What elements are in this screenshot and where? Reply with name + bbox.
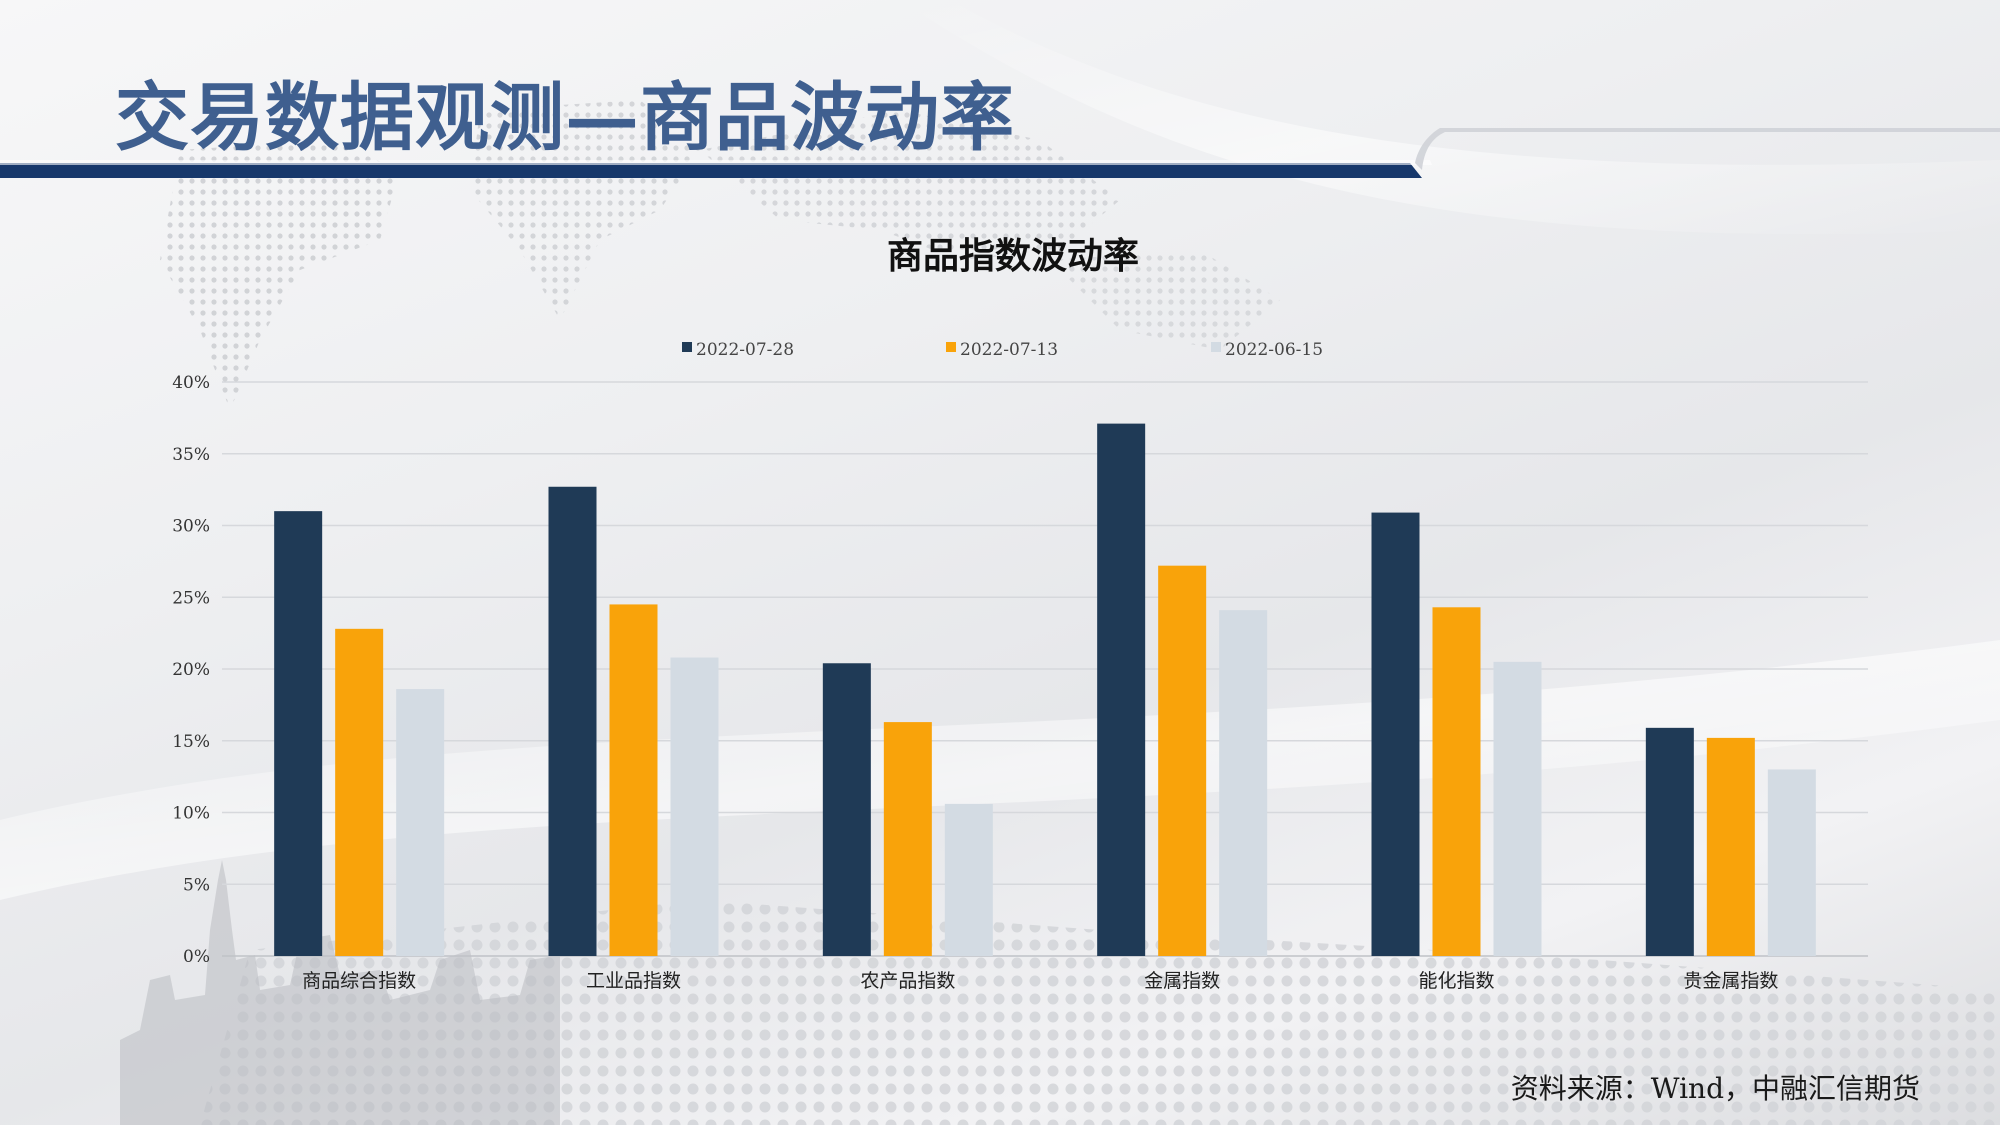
legend-item: 2022-07-28 <box>682 340 794 360</box>
legend-item: 2022-07-13 <box>946 340 1058 360</box>
x-tick-label: 农产品指数 <box>860 970 955 992</box>
legend-label: 2022-06-15 <box>1225 340 1323 360</box>
legend-swatch <box>682 342 692 352</box>
page-title: 交易数据观测—商品波动率 <box>115 75 1015 161</box>
bar-2022-07-28 <box>1645 727 1694 956</box>
y-tick-label: 20% <box>172 660 210 680</box>
bar-2022-07-28 <box>1097 423 1146 956</box>
chart-legend: 2022-07-28 2022-07-13 2022-06-15 <box>682 340 1323 360</box>
bar-2022-07-13 <box>609 604 658 956</box>
x-tick-label: 金属指数 <box>1144 970 1220 992</box>
chart-title: 商品指数波动率 <box>887 236 1139 277</box>
bar-group <box>274 423 1816 956</box>
bar-2022-06-15 <box>1219 610 1268 956</box>
y-tick-label: 30% <box>172 517 210 537</box>
bar-2022-06-15 <box>944 803 993 956</box>
x-tick-label: 工业品指数 <box>586 970 681 992</box>
header-band <box>0 128 2000 178</box>
legend-label: 2022-07-13 <box>960 340 1058 360</box>
y-tick-label: 35% <box>172 445 210 465</box>
bar-2022-07-28 <box>274 511 323 956</box>
bar-2022-07-13 <box>1432 607 1481 956</box>
legend-swatch <box>946 342 956 352</box>
y-tick-label: 25% <box>172 588 210 608</box>
x-tick-label: 能化指数 <box>1418 970 1494 992</box>
bar-2022-06-15 <box>396 689 445 956</box>
x-axis: 商品综合指数 工业品指数 农产品指数 金属指数 能化指数 贵金属指数 <box>302 970 1778 992</box>
legend-label: 2022-07-28 <box>696 340 794 360</box>
x-tick-label: 贵金属指数 <box>1683 970 1778 992</box>
bar-2022-06-15 <box>670 657 719 956</box>
y-tick-label: 10% <box>172 804 210 824</box>
y-axis: 0% 5% 10% 15% 20% 25% 30% 35% 40% <box>172 373 210 967</box>
source-note: 资料来源：Wind，中融汇信期货 <box>1510 1072 1920 1105</box>
bar-2022-06-15 <box>1493 661 1542 956</box>
bar-2022-07-13 <box>883 722 932 956</box>
y-tick-label: 0% <box>183 947 210 967</box>
bar-2022-06-15 <box>1767 769 1816 956</box>
legend-swatch <box>1211 342 1221 352</box>
bar-2022-07-28 <box>548 486 597 956</box>
y-tick-label: 40% <box>172 373 210 393</box>
y-tick-label: 15% <box>172 732 210 752</box>
bar-2022-07-28 <box>822 663 871 956</box>
bar-2022-07-13 <box>1706 737 1755 956</box>
x-tick-label: 商品综合指数 <box>302 970 416 992</box>
y-tick-label: 5% <box>183 875 210 895</box>
bar-2022-07-28 <box>1371 512 1420 956</box>
legend-item: 2022-06-15 <box>1211 340 1323 360</box>
chart-gridlines <box>222 381 1868 957</box>
bar-2022-07-13 <box>1158 565 1207 956</box>
bar-2022-07-13 <box>335 628 384 956</box>
